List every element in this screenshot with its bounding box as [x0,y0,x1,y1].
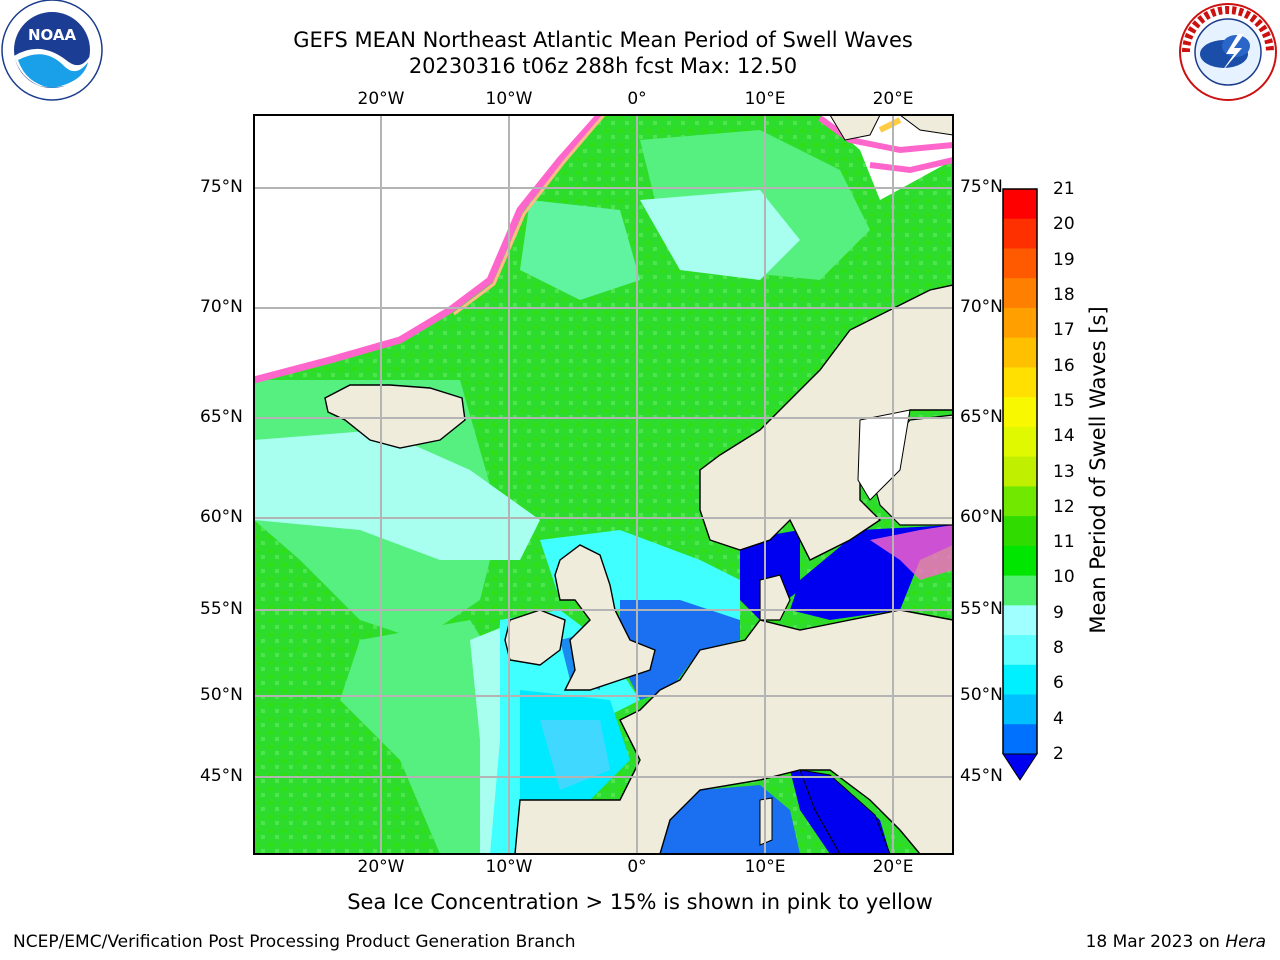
noaa-logo-text: NOAA [28,26,77,44]
colorbar-band [1003,337,1037,368]
colorbar-tick-label: 2 [1053,744,1064,764]
lat-label-left: 70°N [200,297,243,317]
swell-region-8s [254,430,540,560]
map-grid [254,115,953,854]
map-frame [253,114,954,855]
colorbar-band [1003,218,1037,249]
footer-host: Hera [1225,932,1266,952]
lat-label-right: 60°N [960,507,1003,527]
lat-label-right: 50°N [960,685,1003,705]
colorbar-band [1003,605,1037,636]
colorbar-tick-label: 21 [1053,179,1075,199]
map-area [254,115,953,854]
sea-ice-note: Sea Ice Concentration > 15% is shown in … [347,890,933,914]
colorbar-tick-label: 10 [1053,567,1075,588]
colorbar-tick-label: 20 [1053,214,1075,235]
lon-label-bottom: 10°W [485,857,533,877]
colorbar-tick-label: 9 [1053,602,1064,623]
lat-label-left: 65°N [200,407,243,427]
colorbar-band [1003,486,1037,517]
lat-label-right: 65°N [960,407,1003,427]
ice-edge [254,115,603,384]
lat-label-left: 75°N [200,177,243,197]
colorbar-band [1003,635,1037,666]
lat-label-left: 50°N [200,685,243,705]
lon-label-top: 20°W [357,89,405,109]
land-great-britain [554,544,656,691]
colorbar-tick-label: 6 [1053,673,1064,694]
colorbar-extend-min [1002,753,1038,781]
colorbar-tick-label: 19 [1053,249,1075,270]
colorbar-band [1003,664,1037,696]
lat-label-right: 70°N [960,297,1003,317]
colorbar-band [1003,278,1037,309]
colorbar-band [1003,456,1037,487]
lon-label-bottom: 20°E [872,857,914,877]
colorbar-band [1003,426,1037,458]
lon-label-top: 0° [627,89,647,109]
colorbar-band [1003,575,1037,606]
colorbar [1002,188,1038,781]
colorbar-tick-label: 8 [1053,638,1064,659]
noaa-logo: NOAA [1,0,103,101]
lon-label-bottom: 20°W [357,857,405,877]
nws-logo [1179,3,1277,101]
footer-date-text: 18 Mar 2023 on [1085,932,1226,952]
colorbar-tick-label: 13 [1053,461,1075,482]
lat-label-right: 55°N [960,599,1003,619]
colorbar-tick-label: 12 [1053,496,1075,517]
lon-label-top: 10°E [744,89,786,109]
lat-label-right: 75°N [960,177,1003,197]
land-ireland [504,609,566,666]
swell-region-2s [620,600,740,700]
colorbar-band [1003,724,1037,755]
lon-label-top: 20°E [872,89,914,109]
colorbar-band [1003,545,1037,577]
colorbar-band [1003,694,1037,725]
colorbar-band [1003,516,1037,547]
lon-label-top: 10°W [485,89,533,109]
colorbar-tick-label: 14 [1053,426,1075,447]
footer-date: 18 Mar 2023 on Hera [1086,932,1266,952]
land-continental-europe [514,609,953,854]
colorbar-band [1003,248,1037,279]
lat-label-right: 45°N [960,766,1003,786]
footer-credit: NCEP/EMC/Verification Post Processing Pr… [13,932,576,952]
colorbar-tick-label: 16 [1053,355,1075,376]
lat-label-left: 55°N [200,599,243,619]
chart-subtitle: 20230316 t06z 288h fcst Max: 12.50 [408,54,798,78]
colorbar-tick-label: 17 [1053,320,1075,341]
chart-title: GEFS MEAN Northeast Atlantic Mean Period… [293,28,913,52]
lon-label-bottom: 0° [627,857,647,877]
colorbar-tick-label: 18 [1053,284,1075,305]
colorbar-tick-label: 11 [1053,532,1075,553]
colorbar-tick-label: 15 [1053,390,1075,411]
colorbar-band [1003,307,1037,339]
lat-label-left: 60°N [200,507,243,527]
colorbar-band [1003,397,1037,428]
colorbar-band [1003,367,1037,398]
colorbar-band [1003,189,1037,220]
lon-label-bottom: 10°E [744,857,786,877]
colorbar-label: Mean Period of Swell Waves [s] [1086,306,1110,634]
lat-label-left: 45°N [200,766,243,786]
colorbar-tick-label: 4 [1053,708,1064,729]
